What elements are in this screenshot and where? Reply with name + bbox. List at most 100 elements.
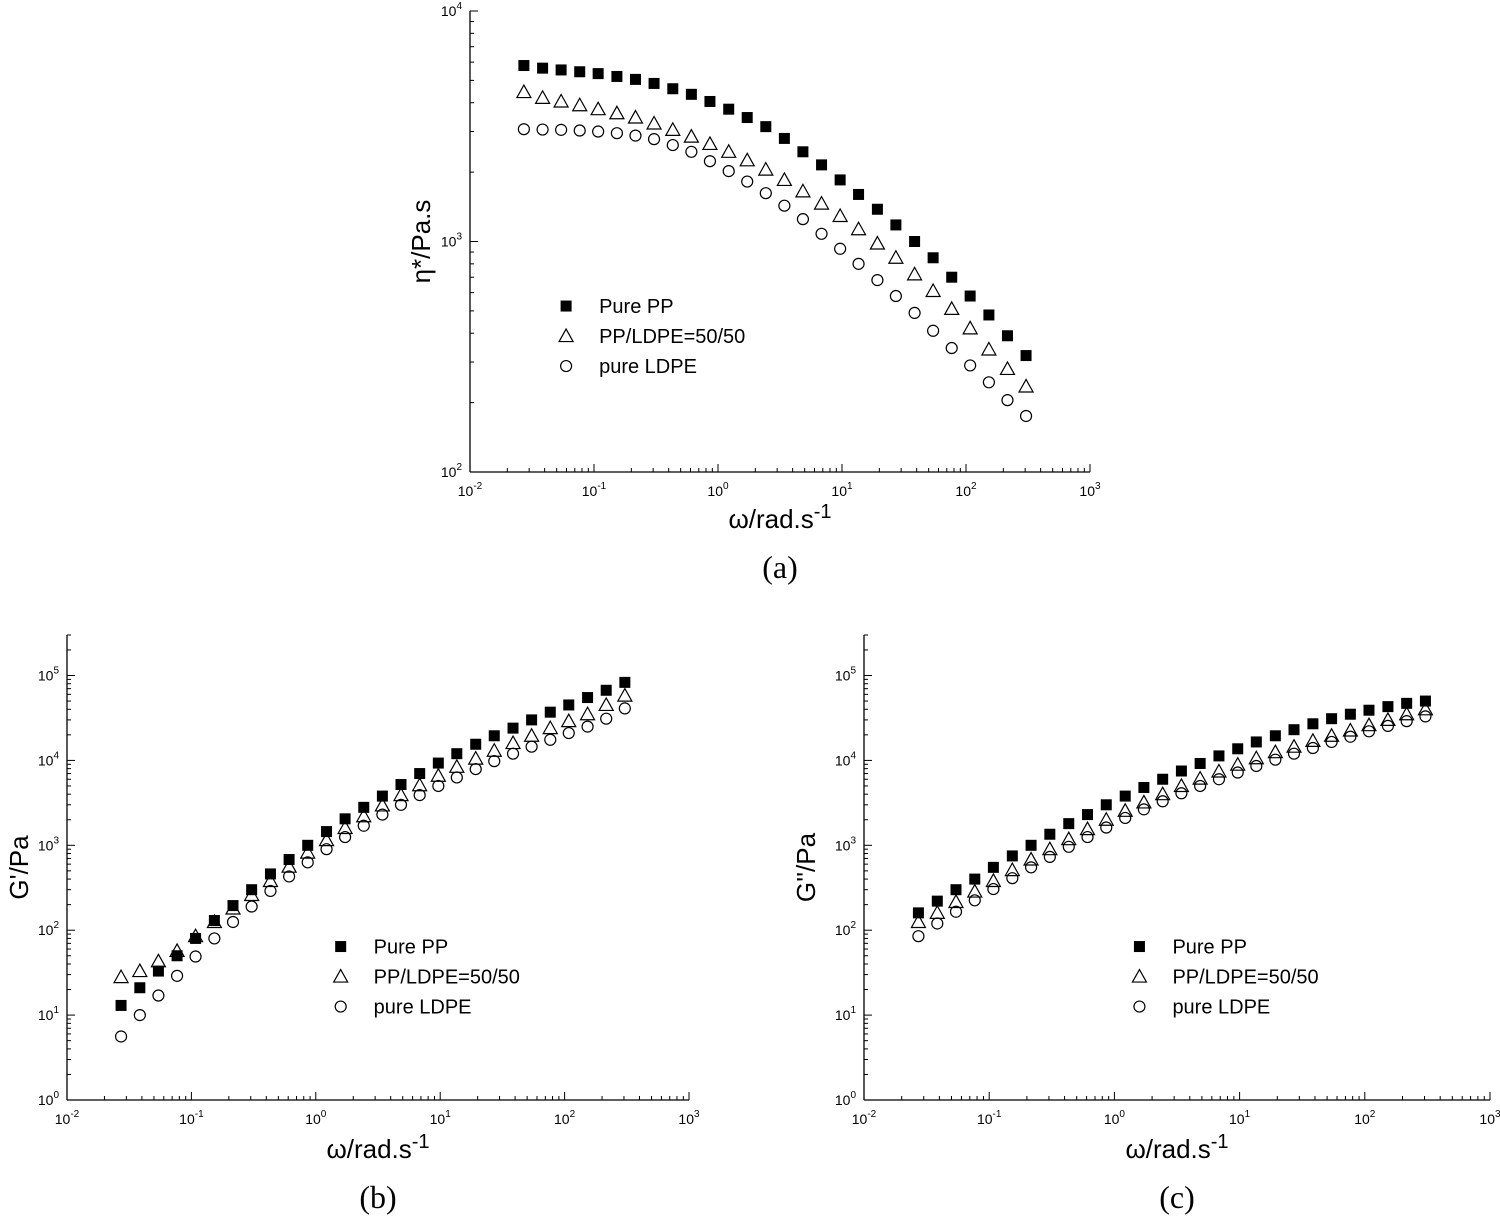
marker-triangle: [1210, 763, 1227, 778]
marker-triangle: [813, 195, 830, 210]
marker-circle: [1100, 821, 1113, 834]
marker-circle: [1043, 850, 1056, 864]
marker-square: [685, 88, 697, 100]
marker-triangle: [739, 152, 756, 167]
marker-square: [741, 112, 753, 124]
marker-circle: [245, 900, 258, 913]
marker-circle: [610, 127, 624, 140]
chart: 10-2 10-1 100 101 102 103100101102103104105G'…: [4, 634, 700, 1215]
marker-triangle: [1079, 820, 1096, 836]
x-tick-label-sup: 1: [445, 1109, 451, 1120]
marker-triangle: [1379, 711, 1396, 726]
marker-triangle: [1117, 802, 1134, 817]
marker-triangle: [906, 266, 923, 281]
marker-square: [1063, 818, 1075, 830]
marker-square: [611, 70, 623, 82]
marker-triangle: [757, 161, 774, 176]
x-axis-label: ω/rad.s-1: [728, 501, 831, 534]
x-axis-label-sup: -1: [1211, 1131, 1229, 1153]
y-tick-label-sup: 1: [53, 1005, 59, 1016]
marker-square: [1250, 736, 1262, 748]
marker-square: [246, 884, 258, 896]
y-tick-label-base: 10: [441, 3, 457, 19]
marker-square: [152, 965, 164, 977]
marker-square: [619, 676, 631, 688]
x-tick-label-sup: 0: [321, 1109, 327, 1120]
marker-circle: [536, 123, 549, 136]
marker-square: [1157, 773, 1169, 785]
y-tick-label-sup: 2: [53, 920, 59, 931]
x-tick-label-base: 10: [1479, 1111, 1495, 1127]
y-tick-label: 100: [835, 1090, 857, 1108]
marker-circle: [629, 129, 642, 142]
marker-circle: [945, 341, 958, 355]
marker-circle: [334, 1000, 347, 1013]
marker-square: [339, 813, 351, 825]
y-tick-label: 104: [38, 750, 60, 768]
marker-circle: [525, 740, 538, 753]
y-tick-label: 103: [441, 232, 463, 250]
legend-label: Pure PP: [374, 937, 448, 959]
marker-circle: [647, 133, 661, 146]
marker-triangle: [523, 727, 540, 742]
marker-circle: [1306, 741, 1319, 755]
x-tick-label: 101: [1229, 1109, 1251, 1127]
marker-square: [1307, 718, 1319, 730]
marker-square: [1401, 697, 1413, 709]
marker-circle: [703, 155, 717, 168]
series: [114, 702, 631, 1043]
marker-circle: [834, 242, 847, 255]
legend-label: pure LDPE: [599, 356, 697, 378]
y-tick-label: 104: [441, 1, 463, 19]
legend-label: PP/LDPE=50/50: [599, 326, 745, 348]
marker-triangle: [392, 786, 410, 802]
y-axis-label: G''/Pa: [791, 832, 821, 902]
marker-square: [134, 982, 146, 994]
marker-square: [834, 174, 846, 186]
marker-triangle: [1192, 770, 1209, 785]
marker-square: [1006, 850, 1018, 862]
x-tick-label: 101: [430, 1109, 452, 1127]
marker-square: [321, 826, 333, 838]
legend-label: PP/LDPE=50/50: [374, 967, 520, 989]
marker-triangle: [374, 797, 391, 812]
y-tick-label-base: 10: [38, 668, 54, 684]
marker-square: [648, 77, 660, 89]
legend-label: Pure PP: [599, 296, 673, 318]
x-axis-label-sup: -1: [412, 1131, 430, 1153]
x-axis-label: ω/rad.s-1: [326, 1131, 429, 1164]
y-tick-label-base: 10: [441, 464, 457, 480]
chart: 10-2 10-1 100 101 102 103100101102103104105G'…: [791, 634, 1500, 1215]
marker-triangle: [794, 183, 811, 198]
marker-circle: [152, 989, 165, 1002]
marker-triangle: [224, 900, 242, 915]
marker-square: [1020, 350, 1032, 362]
y-tick-label: 102: [38, 920, 60, 938]
marker-triangle: [1131, 968, 1148, 983]
marker-triangle: [206, 913, 223, 929]
marker-circle: [469, 762, 482, 776]
marker-triangle: [579, 705, 596, 721]
marker-circle: [1344, 730, 1357, 743]
x-tick-label-sup: 3: [694, 1109, 700, 1120]
marker-circle: [517, 123, 530, 136]
y-tick-label-base: 10: [835, 1007, 851, 1023]
marker-square: [518, 60, 530, 72]
marker-circle: [544, 733, 557, 746]
x-axis-label-base: ω/rad.s: [728, 504, 813, 534]
marker-square: [488, 730, 500, 742]
x-tick-label: 103: [1079, 481, 1101, 499]
x-axis-label-base: ω/rad.s: [1125, 1134, 1210, 1164]
marker-triangle: [966, 883, 983, 898]
marker-triangle: [1360, 716, 1378, 732]
marker-circle: [741, 175, 754, 188]
marker-circle: [1325, 735, 1338, 749]
y-tick-label-sup: 3: [850, 835, 856, 846]
marker-square: [451, 748, 463, 760]
marker-circle: [852, 257, 865, 270]
marker-circle: [1006, 872, 1019, 885]
marker-circle: [1001, 394, 1014, 407]
marker-triangle: [1041, 840, 1058, 856]
marker-circle: [376, 808, 389, 821]
marker-triangle: [929, 904, 946, 919]
